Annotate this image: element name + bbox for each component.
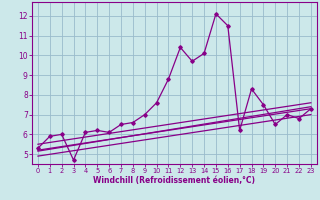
X-axis label: Windchill (Refroidissement éolien,°C): Windchill (Refroidissement éolien,°C) [93, 176, 255, 185]
